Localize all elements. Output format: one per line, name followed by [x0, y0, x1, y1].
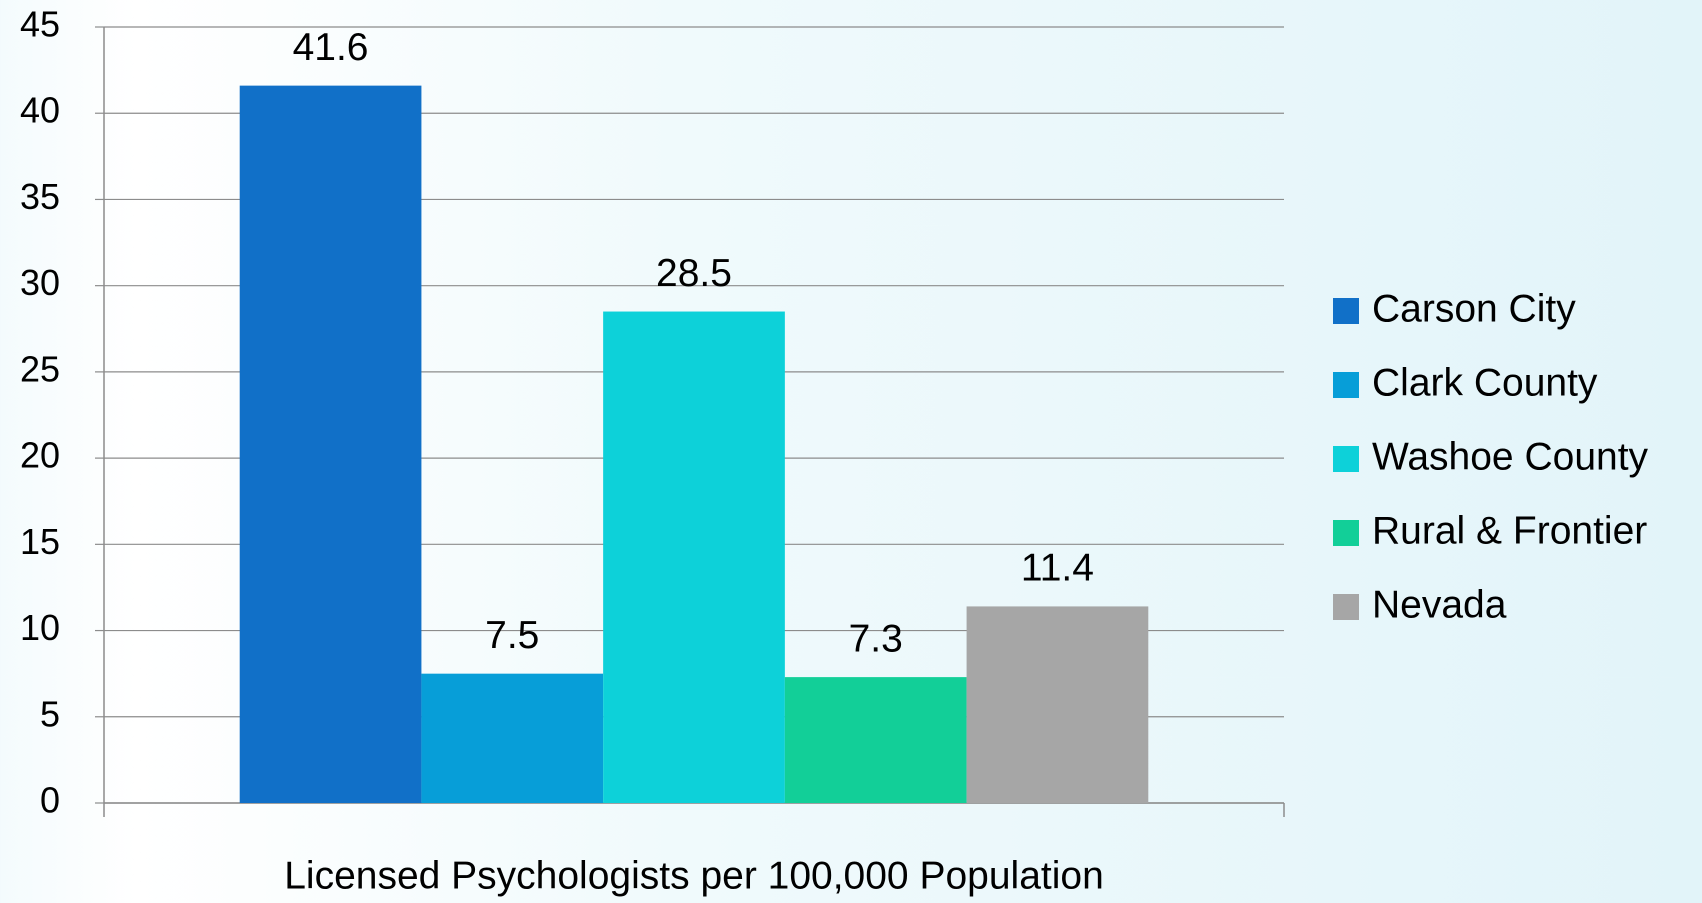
bar: [784, 677, 967, 803]
value-label: 28.5: [656, 252, 732, 295]
legend-swatch: [1333, 520, 1359, 546]
bar: [421, 673, 604, 803]
value-label: 41.6: [293, 26, 369, 69]
value-label: 11.4: [1021, 547, 1094, 590]
y-tick-label: 30: [20, 262, 60, 303]
y-tick-label: 10: [20, 607, 60, 648]
legend-swatch: [1333, 446, 1359, 472]
y-tick-label: 35: [20, 176, 60, 217]
legend-label: Nevada: [1372, 583, 1507, 626]
bar: [966, 606, 1149, 803]
legend-swatch: [1333, 298, 1359, 324]
legend-label: Washoe County: [1372, 435, 1649, 478]
y-tick-label: 20: [20, 435, 60, 476]
y-tick-label: 40: [20, 90, 60, 131]
y-tick-label: 5: [40, 693, 60, 734]
bar: [603, 311, 785, 803]
x-tick-label: Licensed Psychologists per 100,000 Popul…: [284, 854, 1104, 897]
bar: [239, 85, 422, 804]
legend-label: Carson City: [1372, 287, 1576, 330]
legend-label: Clark County: [1372, 361, 1598, 404]
y-tick-label: 25: [20, 348, 60, 389]
y-tick-label: 45: [20, 4, 60, 45]
legend-swatch: [1333, 372, 1359, 398]
legend-swatch: [1333, 594, 1359, 620]
y-tick-label: 0: [40, 780, 60, 821]
y-tick-label: 15: [20, 521, 60, 562]
value-label: 7.5: [485, 614, 539, 657]
legend-label: Rural & Frontier: [1372, 509, 1647, 552]
value-label: 7.3: [849, 617, 903, 660]
